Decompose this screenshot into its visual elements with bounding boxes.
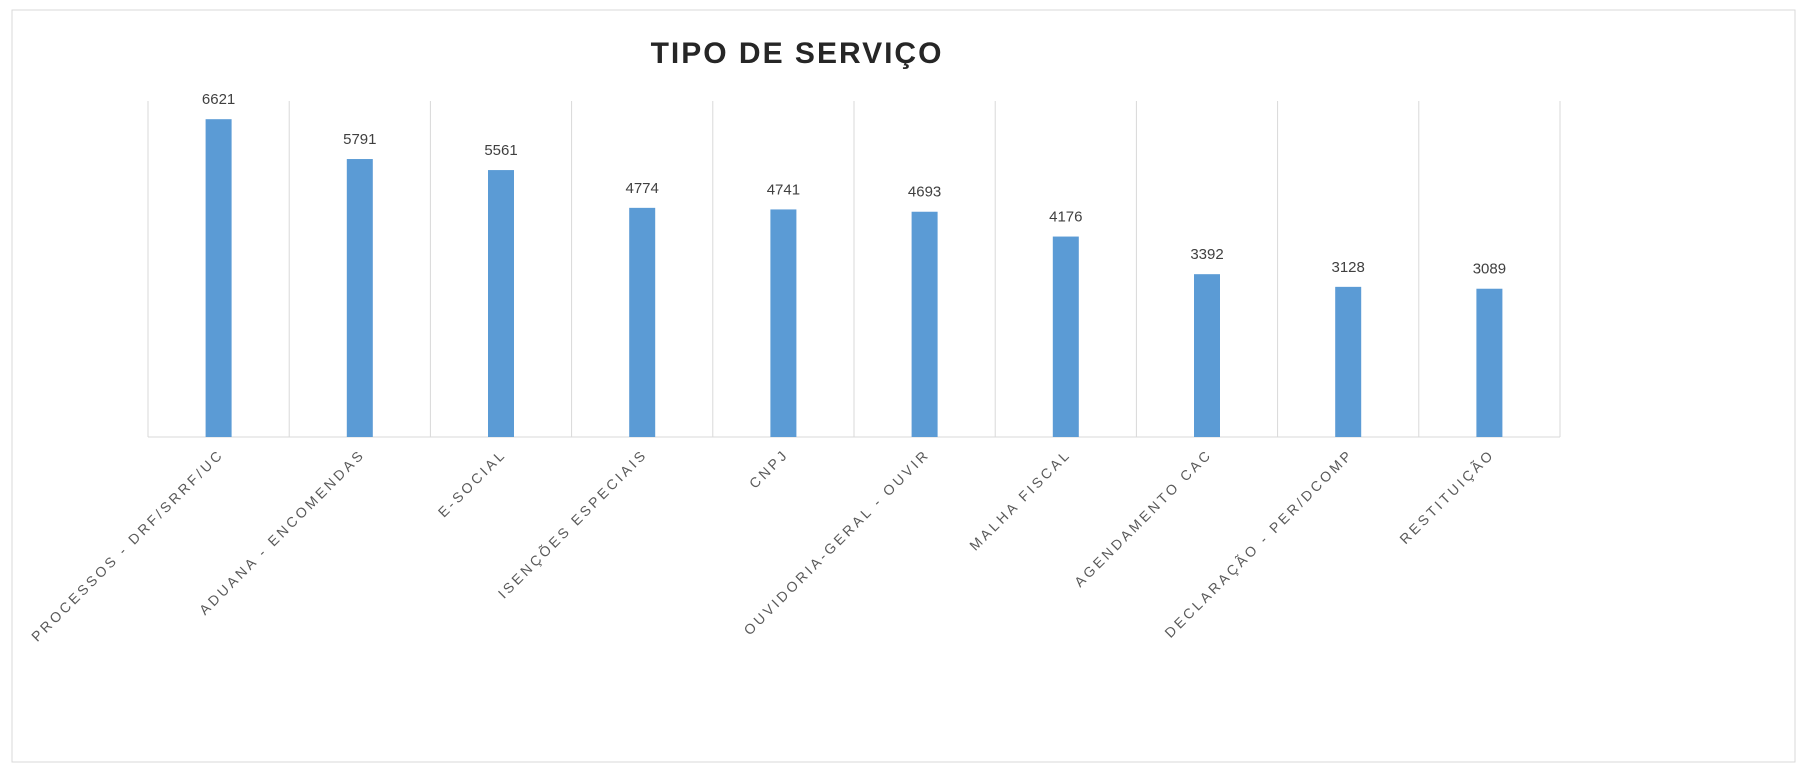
value-label: 3089 — [1473, 261, 1506, 278]
value-label: 4741 — [767, 181, 800, 198]
bar — [205, 119, 232, 437]
value-label: 4176 — [1049, 209, 1082, 226]
bar — [1194, 274, 1220, 437]
value-label: 4774 — [626, 180, 659, 197]
value-label: 6621 — [202, 91, 235, 108]
bar — [911, 211, 938, 437]
chart-frame — [11, 9, 1796, 763]
bar — [770, 209, 797, 437]
value-label: 3392 — [1190, 246, 1223, 263]
bar — [488, 170, 514, 437]
value-label: 5561 — [484, 142, 517, 159]
bar — [1476, 288, 1503, 437]
value-label: 5791 — [343, 131, 376, 148]
value-label: 4693 — [908, 184, 941, 201]
bar — [629, 207, 656, 437]
bar — [346, 159, 373, 438]
bar — [1052, 236, 1079, 437]
bar — [1335, 286, 1362, 437]
chart-title: TIPO DE SERVIÇO — [651, 37, 944, 70]
value-label: 3128 — [1332, 259, 1365, 276]
